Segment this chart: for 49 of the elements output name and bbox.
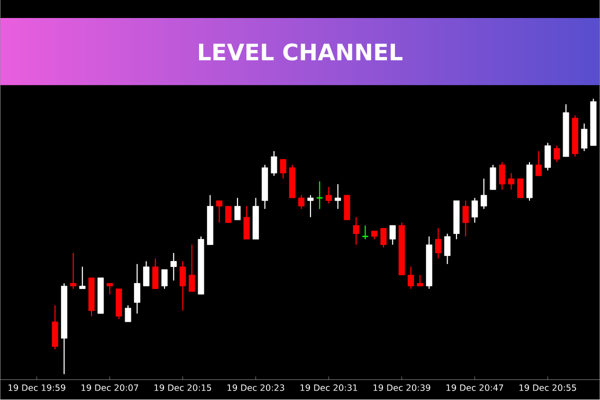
chart-title: LEVEL CHANNEL — [199, 44, 402, 61]
candlestick — [416, 274, 424, 287]
candlestick — [180, 260, 186, 312]
candlestick — [352, 216, 360, 246]
candlestick — [143, 260, 150, 287]
x-tick-label: 19 Dec 20:55 — [520, 384, 576, 392]
x-tick-label: 19 Dec 20:39 — [374, 384, 430, 392]
candlestick — [188, 244, 195, 292]
candlestick — [462, 200, 469, 238]
candlestick — [408, 266, 414, 290]
candlestick — [307, 194, 314, 218]
candlestick — [124, 304, 132, 323]
candlestick — [380, 228, 387, 248]
candlestick — [234, 198, 241, 221]
candlestick — [480, 178, 487, 210]
candlestick — [316, 181, 324, 210]
x-tick-label: 19 Dec 20:47 — [446, 384, 504, 392]
candlestick — [298, 194, 304, 210]
candlestick — [170, 252, 177, 282]
candlestick — [444, 233, 450, 265]
candlestick — [554, 145, 560, 163]
candlestick — [498, 162, 506, 190]
candlestick — [517, 178, 524, 199]
candlestick — [70, 252, 76, 290]
candlestick — [280, 158, 286, 180]
candlestick — [106, 282, 113, 295]
candlestick — [334, 184, 341, 210]
x-tick-label: 19 Dec 20:07 — [82, 384, 138, 392]
candlestick — [270, 150, 278, 177]
candlestick — [581, 123, 588, 152]
candlestick — [472, 198, 478, 224]
candlestick — [152, 258, 158, 290]
candlestick — [490, 164, 496, 190]
candlestick — [508, 172, 514, 190]
candlestick — [161, 269, 168, 290]
candlestick — [389, 225, 396, 246]
candlestick — [225, 206, 232, 224]
candlestick — [535, 150, 542, 177]
candlestick — [79, 266, 86, 290]
x-tick-label: 19 Dec 20:23 — [228, 384, 284, 392]
candlestick — [134, 264, 140, 314]
candlestick — [435, 228, 442, 260]
candlestick — [326, 186, 332, 204]
candlestick — [544, 142, 551, 172]
candlestick — [216, 200, 222, 224]
x-tick-label: 19 Dec 19:59 — [8, 384, 66, 392]
x-tick-label: 19 Dec 20:15 — [154, 384, 212, 392]
x-tick-label: 19 Dec 20:31 — [300, 384, 358, 392]
candlestick — [244, 206, 250, 240]
